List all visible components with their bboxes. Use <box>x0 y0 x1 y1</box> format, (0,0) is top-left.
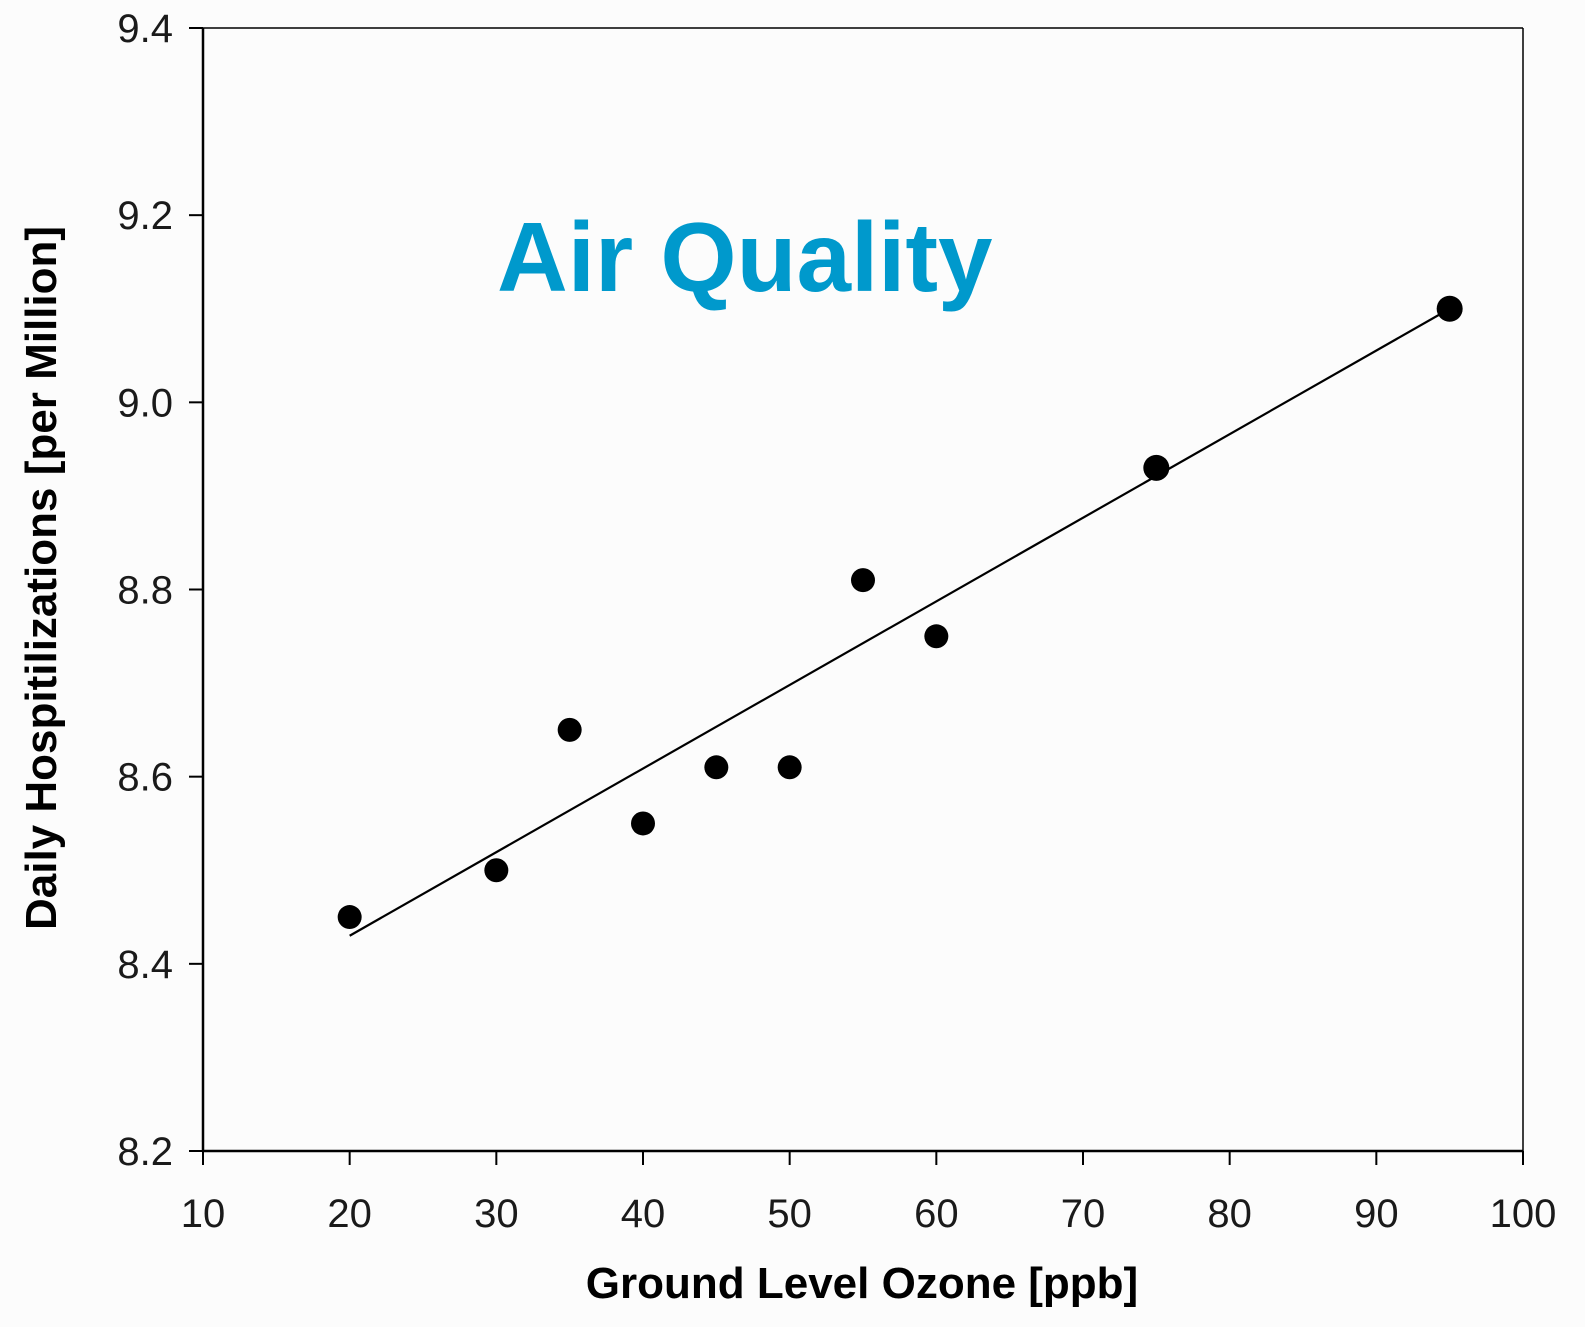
y-tick-label: 9.2 <box>117 194 173 238</box>
y-axis-title: Daily Hospitilizations [per Million] <box>17 226 66 930</box>
x-tick-label: 100 <box>1490 1192 1557 1236</box>
y-tick-label: 9.4 <box>117 7 173 51</box>
x-tick-label: 20 <box>327 1192 372 1236</box>
data-points <box>337 295 1463 930</box>
x-tick-label: 90 <box>1354 1192 1399 1236</box>
y-tick-label: 8.2 <box>117 1130 173 1174</box>
chart-annotation: Air Quality <box>497 202 993 312</box>
data-point <box>337 905 362 930</box>
x-tick-label: 60 <box>914 1192 959 1236</box>
x-axis-ticks: 10 20 30 40 50 60 70 80 90 100 <box>181 1151 1557 1236</box>
x-tick-label: 80 <box>1207 1192 1252 1236</box>
y-tick-label: 8.6 <box>117 756 173 800</box>
x-axis-title: Ground Level Ozone [ppb] <box>586 1259 1138 1308</box>
data-point <box>484 858 509 883</box>
data-point <box>704 755 729 780</box>
y-axis-ticks: 8.2 8.4 8.6 8.8 9.0 9.2 9.4 <box>117 7 203 1174</box>
y-tick-label: 9.0 <box>117 381 173 425</box>
data-point <box>557 717 582 742</box>
data-point <box>1436 295 1463 322</box>
y-tick-label: 8.4 <box>117 943 173 987</box>
x-tick-label: 50 <box>767 1192 812 1236</box>
x-tick-label: 10 <box>181 1192 226 1236</box>
data-point <box>777 755 802 780</box>
data-point <box>631 811 655 836</box>
y-tick-label: 8.8 <box>117 569 173 613</box>
data-point <box>851 568 875 593</box>
data-point <box>924 624 949 649</box>
x-tick-label: 70 <box>1061 1192 1106 1236</box>
x-tick-label: 40 <box>621 1192 666 1236</box>
trendline-group <box>349 307 1451 937</box>
trendline <box>349 307 1451 937</box>
x-tick-label: 30 <box>474 1192 519 1236</box>
data-point <box>1143 454 1170 481</box>
